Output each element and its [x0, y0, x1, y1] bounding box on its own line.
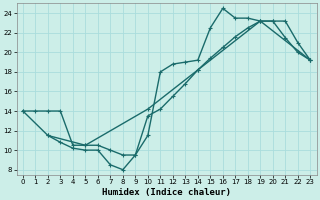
X-axis label: Humidex (Indice chaleur): Humidex (Indice chaleur)	[102, 188, 231, 197]
